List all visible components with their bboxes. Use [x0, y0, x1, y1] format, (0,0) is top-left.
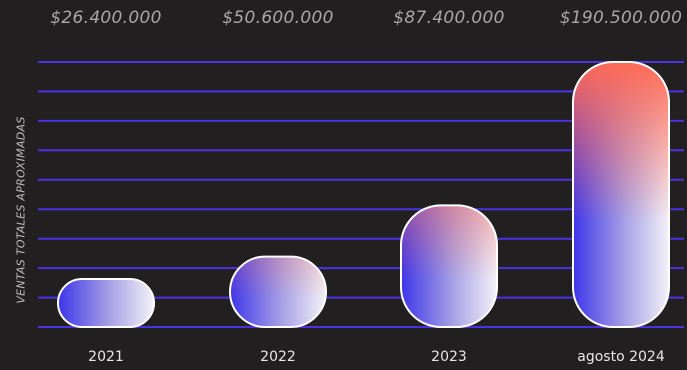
value-label: $87.400.000: [393, 8, 505, 28]
bar-highlight: [572, 61, 670, 328]
value-label: $190.500.000: [559, 8, 683, 28]
gridlines: [38, 61, 684, 328]
category-label: 2021: [88, 349, 124, 365]
category-label: 2022: [260, 349, 296, 365]
bar-highlight: [229, 255, 327, 329]
value-label: $50.600.000: [222, 8, 334, 28]
y-axis-label: VENTAS TOTALES APROXIMADAS: [14, 116, 28, 304]
category-label: agosto 2024: [577, 349, 665, 365]
bars: [57, 61, 670, 329]
value-label: $26.400.000: [50, 8, 162, 28]
bar-highlight: [57, 278, 155, 328]
bar-highlight: [400, 204, 498, 328]
category-label: 2023: [431, 349, 467, 365]
